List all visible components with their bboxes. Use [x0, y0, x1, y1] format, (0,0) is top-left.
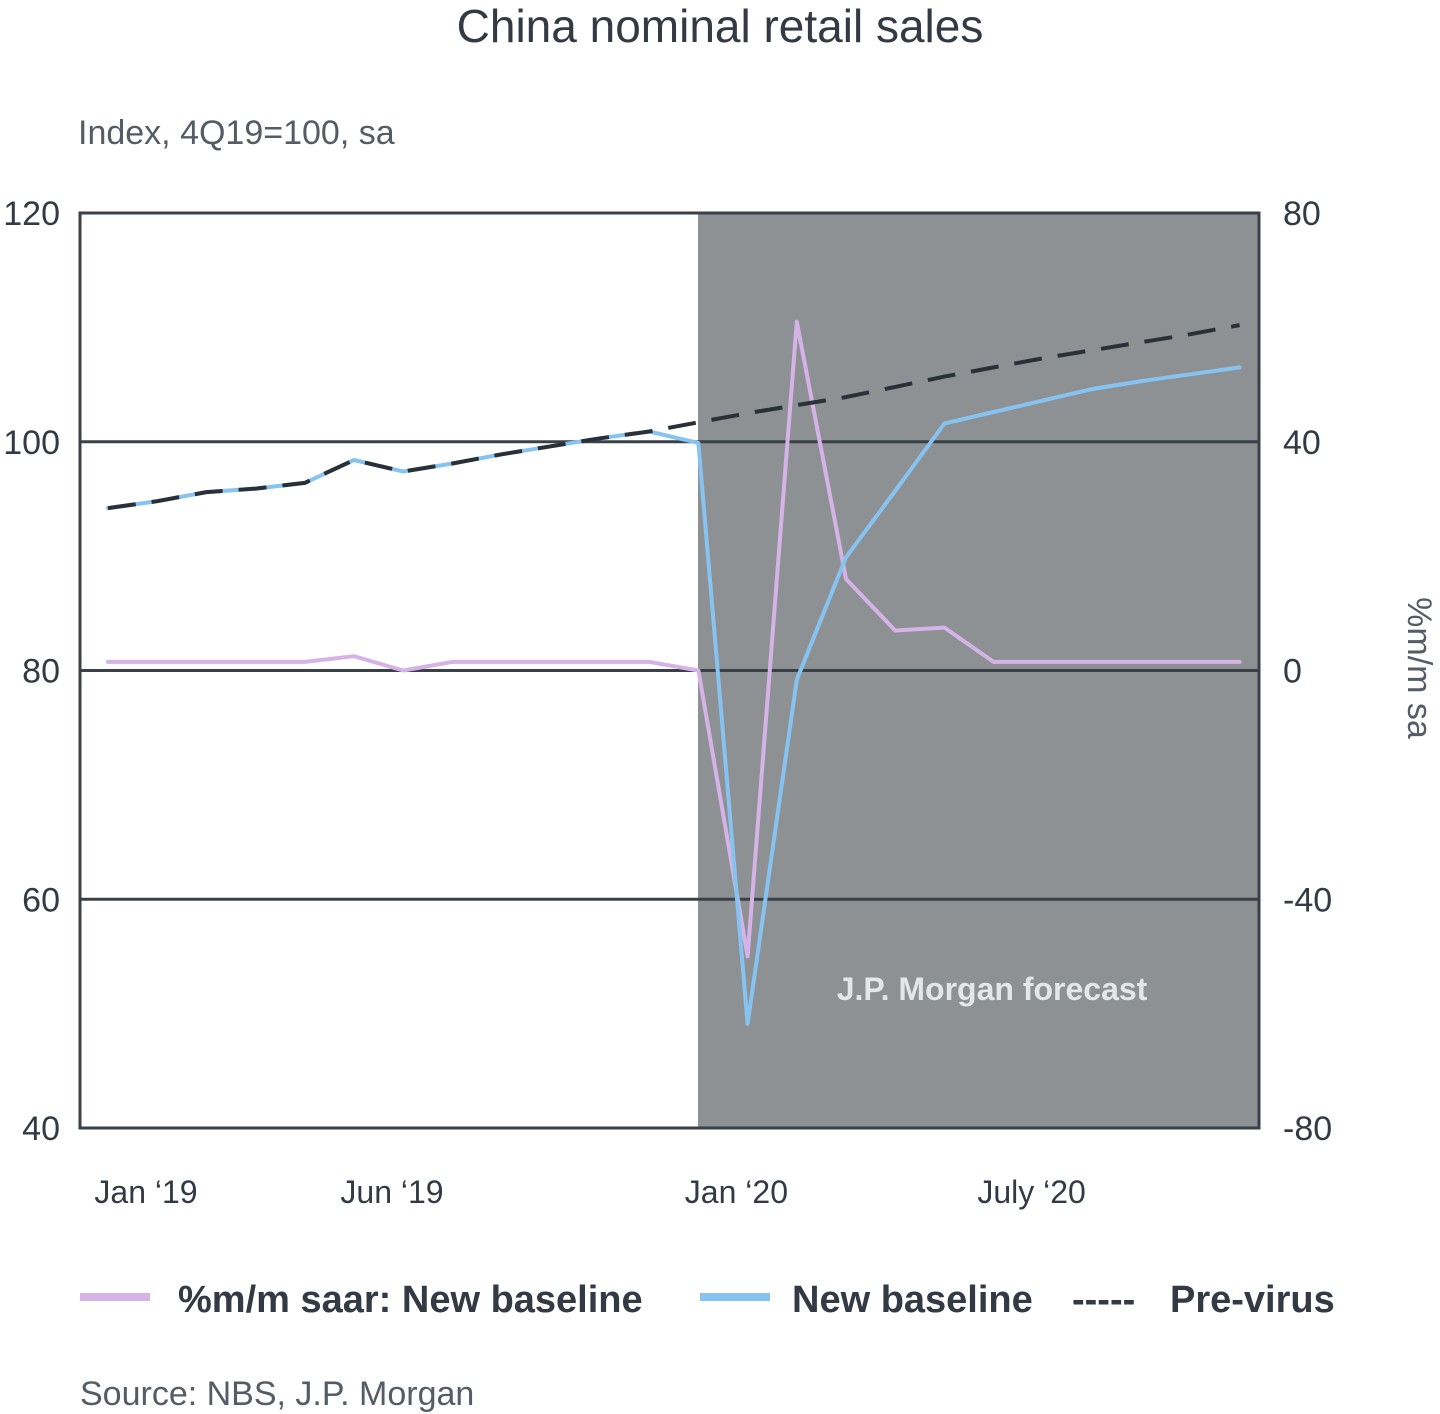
legend-label-mom: %m/m saar: New baseline	[178, 1279, 643, 1321]
y-tick-left: 40	[22, 1110, 60, 1148]
y-axis-right: 80 40 0 -40 -80	[1283, 195, 1332, 1148]
x-tick: Jun ‘19	[340, 1174, 443, 1210]
y-axis-left: 120 100 80 60 40	[3, 195, 60, 1148]
source-note: Source: NBS, J.P. Morgan	[80, 1375, 474, 1413]
chart-subtitle: Index, 4Q19=100, sa	[78, 114, 395, 152]
y-tick-right: -40	[1283, 881, 1332, 919]
gridlines	[80, 440, 1259, 901]
x-tick: July ‘20	[977, 1174, 1086, 1210]
y-axis-right-label: %m/m sa	[1400, 597, 1438, 739]
y-tick-right: -80	[1283, 1110, 1332, 1148]
x-axis: Jan ‘19 Jun ‘19 Jan ‘20 July ‘20	[94, 1174, 1085, 1210]
y-tick-right: 0	[1283, 653, 1302, 691]
legend-marker-pre-virus: -----	[1072, 1279, 1135, 1321]
legend-label-new-baseline: New baseline	[792, 1279, 1033, 1321]
series-line-pre-virus	[107, 323, 1240, 511]
x-tick: Jan ‘20	[685, 1174, 788, 1210]
legend: %m/m saar: New baseline New baseline ---…	[80, 1279, 1335, 1321]
y-tick-right: 40	[1283, 424, 1321, 462]
series-layer	[106, 319, 1242, 1026]
y-tick-left: 120	[3, 195, 60, 233]
y-tick-left: 100	[3, 424, 60, 462]
forecast-label: J.P. Morgan forecast	[837, 971, 1148, 1007]
y-tick-left: 80	[22, 653, 60, 691]
legend-label-pre-virus: Pre-virus	[1170, 1279, 1335, 1321]
x-tick: Jan ‘19	[94, 1174, 197, 1210]
chart-title: China nominal retail sales	[457, 0, 984, 52]
series-line-mom-saar	[106, 319, 1242, 959]
y-tick-left: 60	[22, 881, 60, 919]
y-tick-right: 80	[1283, 195, 1321, 233]
plot-frame	[78, 211, 1261, 1130]
